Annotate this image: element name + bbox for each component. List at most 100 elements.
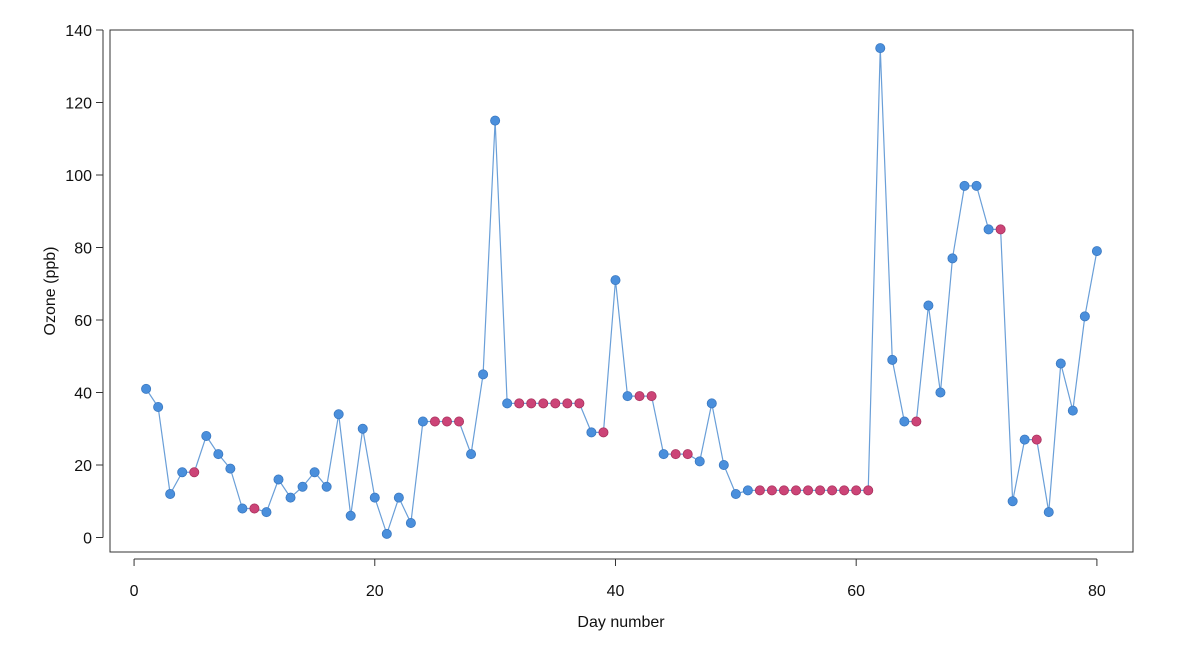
x-axis-title: Day number	[577, 614, 665, 631]
observed-point	[971, 180, 982, 191]
observed-point	[381, 528, 392, 539]
observed-point	[177, 467, 188, 478]
imputed-point	[646, 391, 657, 402]
imputed-point	[429, 416, 440, 427]
imputed-point	[598, 427, 609, 438]
observed-point	[466, 449, 477, 460]
imputed-point	[634, 391, 645, 402]
imputed-point	[550, 398, 561, 409]
observed-point	[405, 518, 416, 529]
observed-point	[357, 423, 368, 434]
x-tick-label: 60	[847, 583, 865, 600]
observed-point	[730, 488, 741, 499]
observed-point	[887, 354, 898, 365]
observed-point	[153, 401, 164, 412]
observed-point	[285, 492, 296, 503]
y-tick-label: 0	[83, 531, 92, 548]
imputed-point	[189, 467, 200, 478]
imputed-point	[670, 449, 681, 460]
observed-point	[273, 474, 284, 485]
observed-point	[923, 300, 934, 311]
observed-point	[718, 459, 729, 470]
imputed-point	[863, 485, 874, 496]
imputed-point	[995, 224, 1006, 235]
y-tick-label: 80	[74, 241, 92, 258]
imputed-point	[815, 485, 826, 496]
observed-point	[947, 253, 958, 264]
imputed-point	[766, 485, 777, 496]
imputed-point	[1031, 434, 1042, 445]
observed-point	[201, 430, 212, 441]
observed-point	[1067, 405, 1078, 416]
y-axis-title: Ozone (ppb)	[42, 247, 59, 336]
observed-point	[610, 275, 621, 286]
imputed-point	[839, 485, 850, 496]
imputed-point	[803, 485, 814, 496]
observed-point	[502, 398, 513, 409]
observed-point	[1079, 311, 1090, 322]
observed-point	[345, 510, 356, 521]
observed-point	[393, 492, 404, 503]
imputed-point	[562, 398, 573, 409]
imputed-point	[791, 485, 802, 496]
y-tick-label: 100	[65, 168, 92, 185]
imputed-point	[754, 485, 765, 496]
observed-point	[490, 115, 501, 126]
observed-point	[165, 488, 176, 499]
observed-point	[1055, 358, 1066, 369]
imputed-point	[778, 485, 789, 496]
observed-point	[297, 481, 308, 492]
imputed-point	[851, 485, 862, 496]
observed-point	[333, 409, 344, 420]
imputed-point	[911, 416, 922, 427]
imputed-point	[441, 416, 452, 427]
imputed-point	[249, 503, 260, 514]
x-tick-label: 40	[607, 583, 625, 600]
observed-point	[899, 416, 910, 427]
observed-point	[983, 224, 994, 235]
series-line	[145, 48, 1098, 536]
imputed-point	[454, 416, 465, 427]
observed-point	[959, 180, 970, 191]
observed-point	[141, 383, 152, 394]
y-axis: 0 20 40 60 80 100 120 140	[65, 23, 104, 548]
observed-point	[658, 449, 669, 460]
observed-point	[935, 387, 946, 398]
observed-point	[706, 398, 717, 409]
x-tick-label: 20	[366, 583, 384, 600]
y-tick-label: 40	[74, 386, 92, 403]
observed-point	[875, 43, 886, 54]
imputed-point	[538, 398, 549, 409]
observed-point	[225, 463, 236, 474]
y-tick-label: 20	[74, 458, 92, 475]
observed-point	[1091, 246, 1102, 257]
y-tick-label: 120	[65, 96, 92, 113]
y-tick-label: 60	[74, 313, 92, 330]
observed-point	[478, 369, 489, 380]
series-layer	[141, 43, 1102, 539]
imputed-point	[526, 398, 537, 409]
observed-point	[369, 492, 380, 503]
observed-point	[1019, 434, 1030, 445]
imputed-point	[574, 398, 585, 409]
x-tick-label: 80	[1088, 583, 1106, 600]
observed-point	[1007, 496, 1018, 507]
observed-point	[261, 507, 272, 518]
observed-point	[321, 481, 332, 492]
observed-point	[213, 449, 224, 460]
observed-point	[1043, 507, 1054, 518]
imputed-point	[827, 485, 838, 496]
x-axis: 0 20 40 60 80	[130, 558, 1106, 600]
observed-point	[622, 391, 633, 402]
x-tick-label: 0	[130, 583, 139, 600]
observed-point	[586, 427, 597, 438]
observed-point	[237, 503, 248, 514]
observed-point	[417, 416, 428, 427]
observed-point	[694, 456, 705, 467]
plot-frame	[109, 29, 1134, 553]
imputed-point	[514, 398, 525, 409]
imputed-point	[682, 449, 693, 460]
y-tick-label: 140	[65, 23, 92, 40]
observed-point	[742, 485, 753, 496]
observed-point	[309, 467, 320, 478]
